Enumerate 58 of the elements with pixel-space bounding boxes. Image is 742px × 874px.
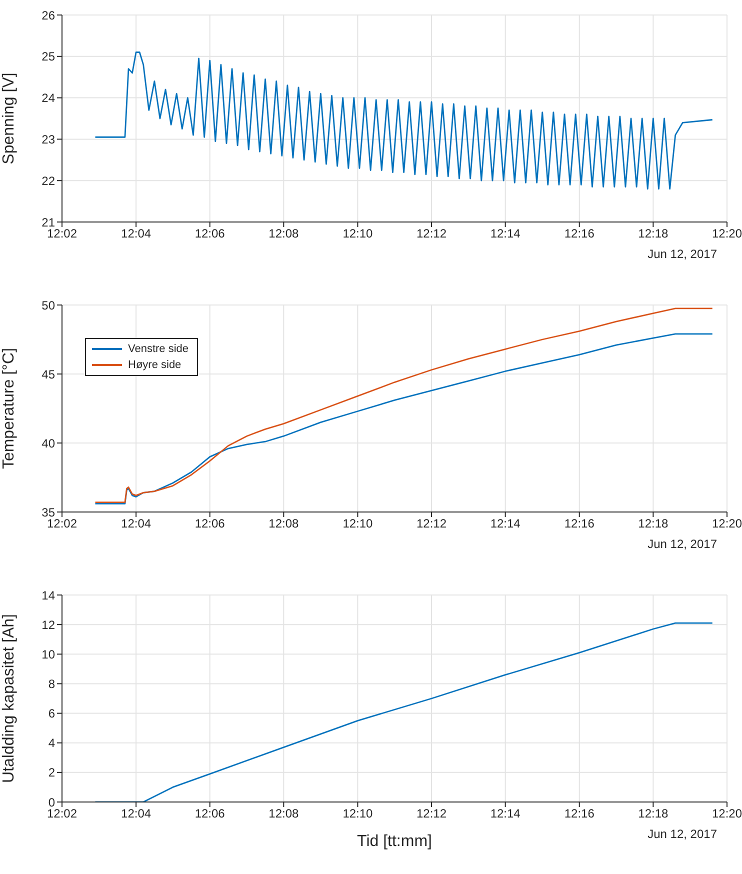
text: Jun 12, 2017 (648, 827, 717, 841)
x-tick-label: 12:12 (416, 806, 447, 821)
y-tick-label: 8 (48, 676, 56, 691)
y-tick-label: 12 (42, 618, 56, 632)
x-tick-label: 12:02 (46, 226, 78, 241)
y-tick-label: 22 (42, 174, 56, 188)
y-tick-label: 14 (42, 588, 56, 602)
x-tick-label: 12:02 (46, 806, 78, 821)
x-tick-label: 12:02 (46, 516, 78, 531)
x-tick-label: 12:16 (564, 806, 595, 821)
x-tick-label: 12:14 (490, 226, 521, 241)
y-tick-label: 21 (42, 215, 56, 230)
y-tick-label: 0 (48, 795, 56, 810)
x-tick-label: 12:18 (638, 516, 669, 531)
x-axis-title: Tid [tt:mm] (357, 833, 432, 850)
x-tick-label: 12:16 (564, 516, 595, 531)
x-tick-label: 12:20 (712, 806, 742, 821)
text: Jun 12, 2017 (648, 247, 717, 261)
y-tick-label: 23 (42, 132, 56, 146)
x-tick-label: 12:14 (490, 516, 521, 531)
y-tick-label: 6 (48, 706, 56, 721)
y-axis-title: Utaldding kapasitet [Ah] (0, 614, 18, 783)
x-tick-label: 12:12 (416, 226, 447, 241)
x-tick-label: 12:18 (638, 806, 669, 821)
x-tick-label: 12:08 (268, 806, 300, 821)
x-tick-label: 12:10 (342, 806, 374, 821)
x-tick-label: 12:20 (712, 516, 742, 531)
x-tick-label: 12:06 (194, 226, 226, 241)
x-tick-label: 12:06 (194, 806, 226, 821)
y-tick-label: 26 (42, 8, 56, 22)
y-tick-label: 24 (42, 91, 56, 106)
x-tick-label: 12:16 (564, 226, 595, 241)
x-tick-label: 12:04 (121, 226, 152, 241)
legend-label: Høyre side (128, 358, 182, 373)
x-tick-label: 12:04 (121, 516, 152, 531)
x-tick-label: 12:20 (712, 226, 742, 241)
text: Jun 12, 2017 (648, 537, 717, 551)
y-tick-label: 45 (42, 367, 56, 382)
y-tick-label: 50 (42, 298, 56, 312)
y-axis-title: Temperature [°C] (0, 348, 18, 470)
y-tick-label: 10 (42, 647, 56, 662)
y-tick-label: 25 (42, 50, 56, 64)
x-tick-label: 12:08 (268, 516, 300, 531)
line-series (94, 52, 714, 190)
x-tick-label: 12:12 (416, 516, 447, 531)
x-tick-label: 12:10 (342, 226, 374, 241)
x-tick-label: 12:18 (638, 226, 669, 241)
y-tick-label: 2 (48, 766, 56, 780)
x-tick-label: 12:14 (490, 806, 521, 821)
x-tick-label: 12:04 (121, 806, 152, 821)
y-tick-label: 40 (42, 436, 56, 450)
x-tick-label: 12:08 (268, 226, 300, 241)
x-tick-label: 12:10 (342, 516, 374, 531)
x-tick-label: 12:06 (194, 516, 226, 531)
y-tick-label: 4 (48, 736, 56, 750)
legend-label: Venstre side (128, 342, 189, 357)
y-tick-label: 35 (42, 505, 56, 520)
y-axis-title: Spenning [V] (0, 72, 18, 164)
